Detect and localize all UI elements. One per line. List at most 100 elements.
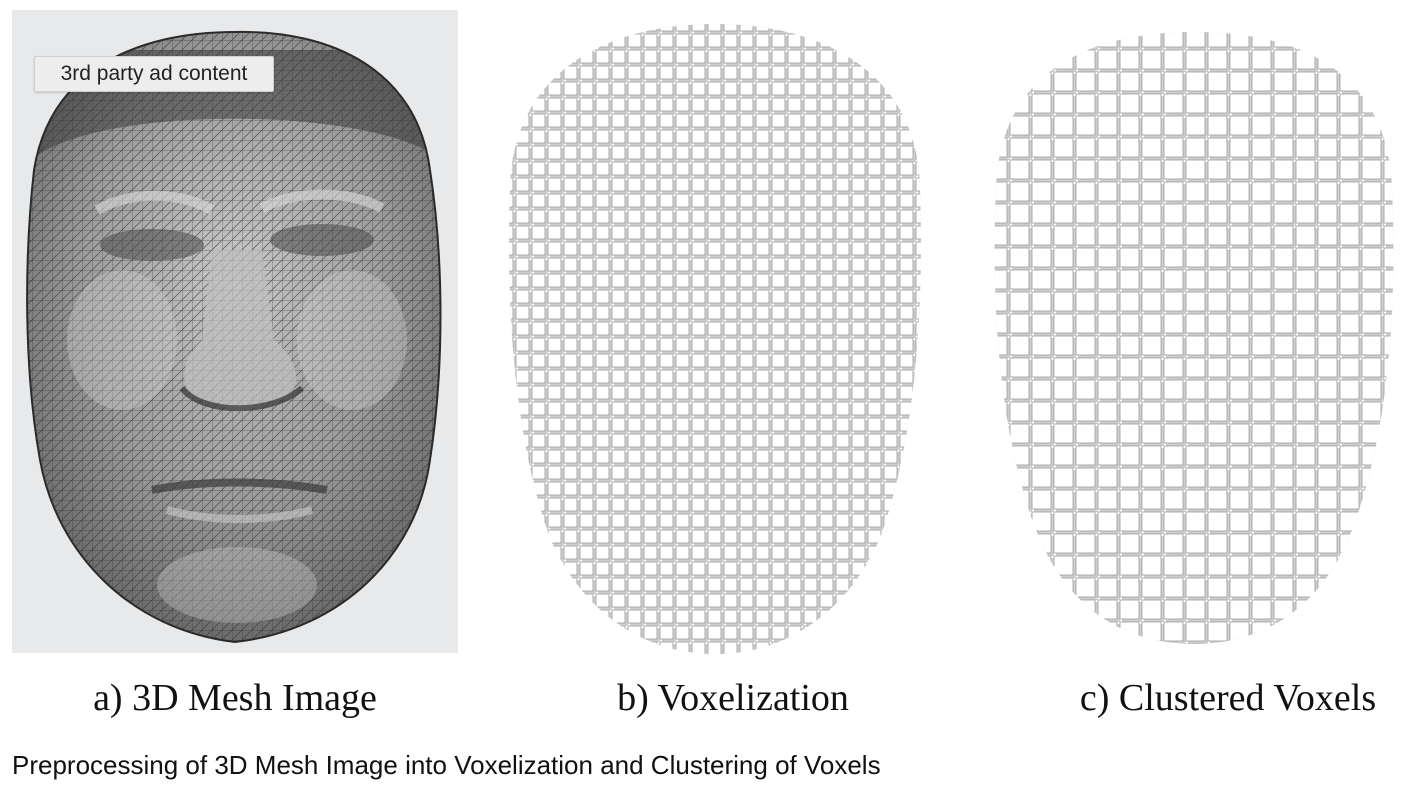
voxel-cell [531, 81, 546, 96]
clustered-voxel-cell [1097, 357, 1118, 378]
voxel-cell [739, 353, 754, 368]
clustered-voxel-cell [1207, 49, 1228, 70]
clustered-voxel-cell [1229, 401, 1250, 422]
voxel-cell [691, 241, 706, 256]
voxel-cell [867, 465, 882, 480]
voxel-cell [915, 129, 921, 144]
voxel-cell [819, 177, 834, 192]
voxel-cell [851, 481, 866, 496]
clustered-voxel-cell [1339, 181, 1360, 202]
clustered-voxel-cell [1185, 313, 1206, 334]
voxel-cell [883, 497, 898, 512]
clustered-voxel-cell [1185, 137, 1206, 158]
voxel-cell [509, 81, 514, 96]
voxel-cell [899, 33, 914, 48]
clustered-voxel-cell [1339, 225, 1360, 246]
clustered-voxel-cell [1317, 137, 1338, 158]
clustered-voxel-cell [1163, 511, 1184, 532]
voxel-cell [851, 641, 866, 654]
clustered-voxel-cell [1229, 643, 1250, 644]
voxel-cell [707, 177, 722, 192]
voxel-cell [509, 401, 514, 416]
voxel-cell [595, 545, 610, 560]
voxel-cell [883, 641, 898, 654]
voxel-cell [851, 593, 866, 608]
voxel-cell [531, 385, 546, 400]
panel-a-label: a) 3D Mesh Image [93, 677, 377, 719]
voxel-cell [707, 609, 722, 624]
voxel-cell [563, 129, 578, 144]
voxel-cell [643, 545, 658, 560]
voxel-cell [675, 97, 690, 112]
voxel-cell [531, 513, 546, 528]
voxel-cell [739, 177, 754, 192]
voxel-cell [739, 417, 754, 432]
voxel-cell [707, 513, 722, 528]
voxel-cell [899, 257, 914, 272]
voxel-cell [595, 97, 610, 112]
voxel-cell [595, 193, 610, 208]
voxel-cell [739, 497, 754, 512]
voxel-cell [787, 641, 802, 654]
clustered-voxel-cell [1075, 225, 1096, 246]
clustered-voxel-cell [1163, 93, 1184, 114]
voxel-cell [579, 273, 594, 288]
voxel-cell [707, 561, 722, 576]
voxel-cell [643, 289, 658, 304]
voxel-cell [707, 129, 722, 144]
voxel-cell [835, 513, 850, 528]
voxel-cell [675, 433, 690, 448]
clustered-voxel-cell [1119, 643, 1140, 644]
voxel-cell [915, 65, 921, 80]
clustered-voxel-cell [1361, 423, 1382, 444]
voxel-cell [515, 321, 530, 336]
voxel-cell [691, 161, 706, 176]
voxel-cell [899, 193, 914, 208]
voxel-cell [851, 81, 866, 96]
voxel-cell [627, 417, 642, 432]
clustered-voxel-cell [1251, 533, 1272, 554]
voxel-cell [771, 81, 786, 96]
voxel-cell [883, 481, 898, 496]
clustered-voxel-cell [1141, 49, 1162, 70]
voxel-cell [595, 353, 610, 368]
voxel-cell [579, 225, 594, 240]
voxel-cell [509, 97, 514, 112]
clustered-voxel-cell [1009, 93, 1030, 114]
voxel-cell [803, 33, 818, 48]
voxel-cell [531, 337, 546, 352]
third-party-ad-badge[interactable]: 3rd party ad content [34, 56, 274, 92]
clustered-voxel-cell [1141, 357, 1162, 378]
voxel-cell [835, 209, 850, 224]
voxel-cell [509, 161, 514, 176]
clustered-voxel-cell [1273, 181, 1294, 202]
voxel-cell [723, 369, 738, 384]
voxel-cell [739, 481, 754, 496]
voxel-cell [787, 81, 802, 96]
voxel-cell [771, 465, 786, 480]
clustered-voxel-cell [1207, 32, 1228, 48]
voxel-cell [675, 545, 690, 560]
voxel-cell [707, 593, 722, 608]
clustered-voxel-cell [1251, 357, 1272, 378]
clustered-voxel-cell [994, 555, 1008, 576]
voxel-cell [835, 81, 850, 96]
clustered-voxel-cell [1229, 423, 1250, 444]
voxel-cell [515, 353, 530, 368]
clustered-voxel-cell [994, 137, 1008, 158]
voxel-cell [867, 161, 882, 176]
voxel-cell [579, 417, 594, 432]
voxel-cell [755, 497, 770, 512]
clustered-voxel-cell [1229, 181, 1250, 202]
voxel-cell [659, 385, 674, 400]
clustered-voxel-cell [1317, 93, 1338, 114]
clustered-voxel-cell [1273, 621, 1294, 642]
voxel-cell [643, 193, 658, 208]
clustered-voxel-cell [1295, 71, 1316, 92]
clustered-voxel-cell [1295, 577, 1316, 598]
voxel-cell [691, 81, 706, 96]
voxel-cell [515, 177, 530, 192]
clustered-voxel-cell [1273, 599, 1294, 620]
clustered-voxel-cell [1031, 467, 1052, 488]
voxel-cell [899, 641, 914, 654]
